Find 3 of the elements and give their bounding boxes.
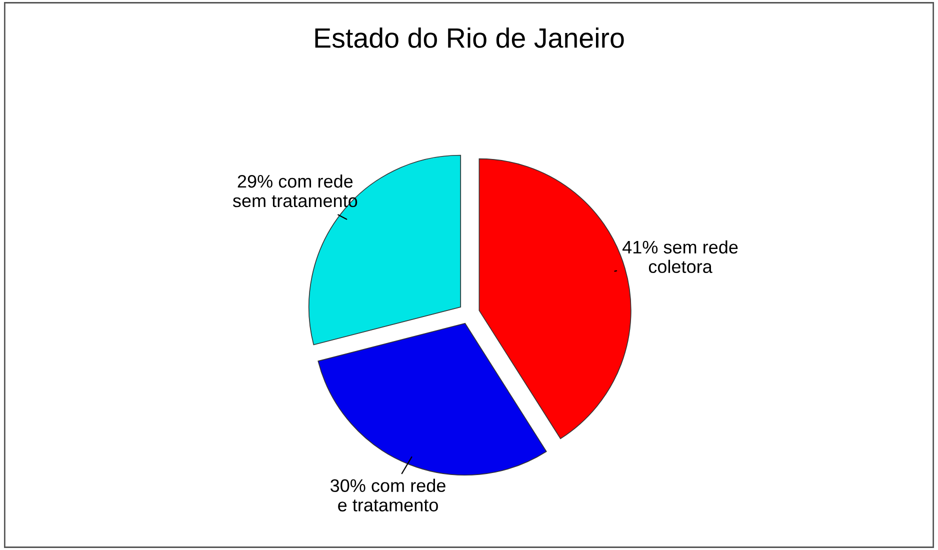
chart-title: Estado do Rio de Janeiro	[315, 28, 624, 48]
slice-label: 30% com rede e tratamento	[330, 478, 446, 512]
slice-label: 41% sem rede coletora	[622, 240, 738, 274]
